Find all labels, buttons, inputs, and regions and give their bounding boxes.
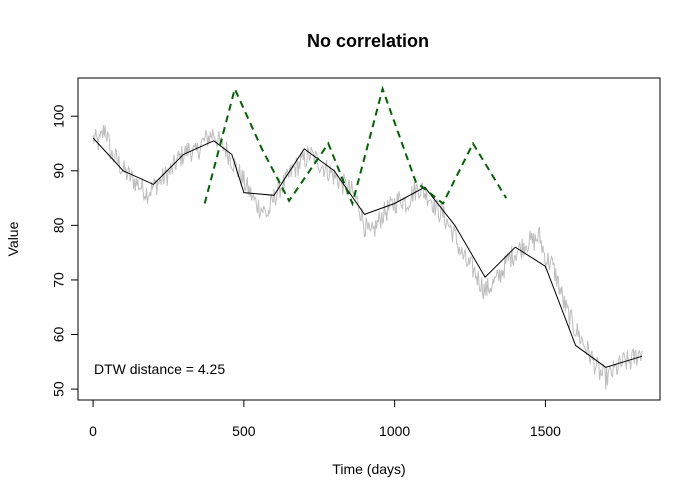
x-tick-label: 0 — [89, 423, 97, 439]
y-tick-label: 50 — [51, 381, 67, 397]
series-dashed — [203, 85, 508, 207]
plot-area — [92, 85, 643, 390]
x-tick-label: 1500 — [530, 423, 561, 439]
y-tick-label: 90 — [51, 163, 67, 179]
y-tick-label: 100 — [51, 104, 67, 128]
x-axis-label: Time (days) — [332, 461, 405, 477]
series-dashed-line — [203, 85, 508, 207]
y-tick-label: 70 — [51, 272, 67, 288]
series-noisy-line — [92, 125, 643, 390]
plot-frame — [77, 77, 661, 401]
chart-title: No correlation — [307, 31, 429, 51]
y-tick-label: 80 — [51, 217, 67, 233]
dtw-annotation: DTW distance = 4.25 — [94, 361, 225, 377]
series-smooth-line — [92, 137, 643, 368]
axes: 0 500 1000 1500 50 60 70 80 90 100 — [51, 104, 561, 439]
series-smooth — [92, 137, 643, 368]
y-axis-label: Value — [5, 221, 21, 256]
x-tick-label: 500 — [232, 423, 256, 439]
y-tick-label: 60 — [51, 327, 67, 343]
x-tick-label: 1000 — [379, 423, 410, 439]
series-noisy — [92, 125, 643, 390]
